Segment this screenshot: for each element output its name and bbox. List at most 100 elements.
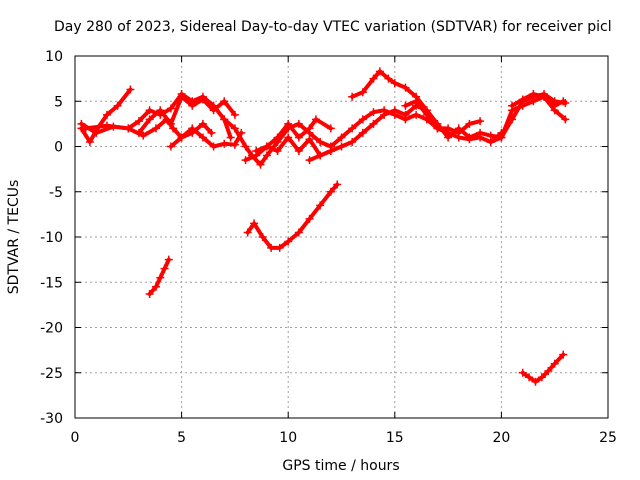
data-point [497, 133, 506, 142]
data-point [476, 128, 485, 137]
series-line [488, 94, 568, 144]
y-tick-label: -10 [40, 230, 63, 246]
data-point [465, 119, 474, 128]
data-point [544, 366, 553, 375]
data-point [550, 101, 559, 110]
data-point [102, 121, 111, 130]
data-point [220, 115, 229, 124]
data-point [145, 115, 154, 124]
data-point [390, 79, 399, 88]
x-tick-label: 25 [599, 430, 617, 446]
data-point [380, 106, 389, 115]
data-point [230, 140, 239, 149]
data-point [198, 119, 207, 128]
data-point [198, 95, 207, 104]
data-point [169, 124, 178, 133]
data-point [188, 101, 197, 110]
data-point [518, 368, 527, 377]
series-line [136, 94, 237, 135]
data-point [273, 133, 282, 142]
data-point [284, 133, 293, 142]
data-point [284, 119, 293, 128]
data-point [531, 377, 540, 386]
data-point [126, 85, 135, 94]
data-point [230, 124, 239, 133]
data-point [316, 137, 325, 146]
data-point [273, 147, 282, 156]
series-track-4 [134, 92, 239, 137]
data-point [316, 151, 325, 160]
series-line [245, 182, 340, 250]
data-point [207, 128, 216, 137]
data-point [294, 133, 303, 142]
data-point [559, 350, 568, 359]
data-point [444, 133, 453, 142]
data-point [384, 74, 393, 83]
data-point [164, 255, 173, 264]
data-point [220, 97, 229, 106]
y-tick-label: 10 [45, 49, 63, 65]
data-point [145, 106, 154, 115]
y-tick-label: 5 [54, 94, 63, 110]
data-point [525, 373, 534, 382]
y-tick-label: -25 [40, 366, 63, 382]
data-point [124, 124, 133, 133]
series-line [147, 257, 171, 297]
axis-tick-labels: 0 5 10 15 20 25 -30 -25 -20 -15 -10 -5 0 5 10 [40, 49, 617, 446]
data-point [401, 101, 410, 110]
data-point [358, 115, 367, 124]
series-line [403, 99, 483, 135]
data-point [294, 119, 303, 128]
data-point [358, 88, 367, 97]
data-point [166, 142, 175, 151]
series-track-16 [243, 180, 342, 252]
x-tick-label: 15 [386, 430, 404, 446]
data-point [156, 273, 165, 282]
y-tick-label: -15 [40, 275, 63, 291]
y-tick-label: -30 [40, 411, 63, 427]
data-point [537, 373, 546, 382]
data-point [540, 92, 549, 101]
data-point [518, 95, 527, 104]
data-point [152, 282, 161, 291]
data-point [92, 128, 101, 137]
data-point [326, 142, 335, 151]
data-point [358, 128, 367, 137]
data-point [337, 133, 346, 142]
data-point [250, 219, 259, 228]
data-point [241, 142, 250, 151]
data-point [166, 104, 175, 113]
data-point [422, 110, 431, 119]
data-point [390, 110, 399, 119]
data-point [262, 142, 271, 151]
series-track-17 [518, 350, 568, 386]
series-track-15 [145, 255, 173, 299]
data-point [333, 180, 342, 189]
series-track-11 [348, 67, 570, 142]
series-track-8 [252, 115, 335, 156]
series-line [350, 69, 568, 140]
data-point [262, 151, 271, 160]
data-point [77, 119, 86, 128]
data-point [209, 106, 218, 115]
y-tick-label: -20 [40, 321, 63, 337]
series-line [510, 92, 566, 108]
data-point [486, 137, 495, 146]
data-point [348, 92, 357, 101]
data-point [113, 101, 122, 110]
data-point [241, 156, 250, 165]
x-axis-label: GPS time / hours [282, 458, 399, 474]
data-point [134, 117, 143, 126]
data-point [85, 137, 94, 146]
data-point [465, 133, 474, 142]
data-point [454, 128, 463, 137]
data-point [258, 233, 267, 241]
y-tick-label: 0 [54, 140, 63, 156]
data-point [337, 142, 346, 151]
data-point [177, 133, 186, 142]
series-track-5 [166, 124, 246, 151]
data-point [243, 228, 252, 237]
data-point [145, 290, 154, 299]
data-point [508, 101, 517, 110]
data-point [412, 110, 421, 119]
